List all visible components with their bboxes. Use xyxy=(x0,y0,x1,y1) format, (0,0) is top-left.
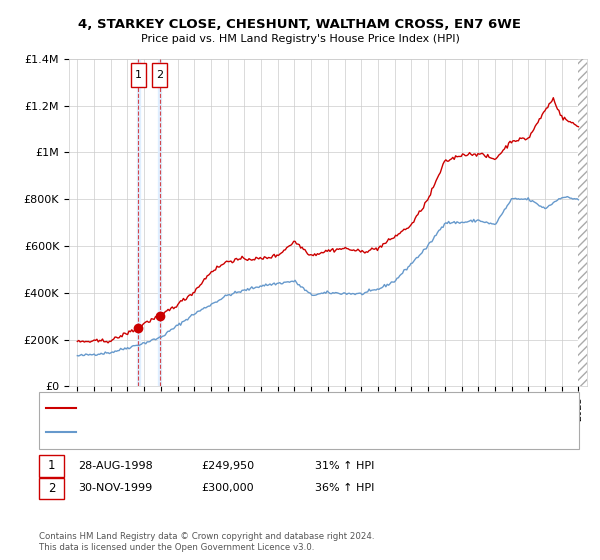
Bar xyxy=(578,59,587,386)
Text: 36% ↑ HPI: 36% ↑ HPI xyxy=(315,483,374,493)
Text: £300,000: £300,000 xyxy=(201,483,254,493)
Text: 2: 2 xyxy=(48,482,55,495)
Text: £249,950: £249,950 xyxy=(201,461,254,471)
Text: 31% ↑ HPI: 31% ↑ HPI xyxy=(315,461,374,471)
Bar xyxy=(152,63,167,87)
Bar xyxy=(137,59,140,386)
Bar xyxy=(131,63,146,87)
Text: 30-NOV-1999: 30-NOV-1999 xyxy=(78,483,152,493)
Text: Contains HM Land Registry data © Crown copyright and database right 2024.
This d: Contains HM Land Registry data © Crown c… xyxy=(39,532,374,552)
Text: 1: 1 xyxy=(135,70,142,80)
Text: 2: 2 xyxy=(156,70,163,80)
Text: 28-AUG-1998: 28-AUG-1998 xyxy=(78,461,153,471)
Text: HPI: Average price, detached house, Broxbourne: HPI: Average price, detached house, Brox… xyxy=(82,427,335,437)
Text: Price paid vs. HM Land Registry's House Price Index (HPI): Price paid vs. HM Land Registry's House … xyxy=(140,34,460,44)
Bar xyxy=(578,59,587,386)
Bar xyxy=(158,59,161,386)
Text: 1: 1 xyxy=(48,459,55,473)
Text: 4, STARKEY CLOSE, CHESHUNT, WALTHAM CROSS, EN7 6WE: 4, STARKEY CLOSE, CHESHUNT, WALTHAM CROS… xyxy=(79,18,521,31)
Text: 4, STARKEY CLOSE, CHESHUNT, WALTHAM CROSS, EN7 6WE (detached house): 4, STARKEY CLOSE, CHESHUNT, WALTHAM CROS… xyxy=(82,403,489,413)
